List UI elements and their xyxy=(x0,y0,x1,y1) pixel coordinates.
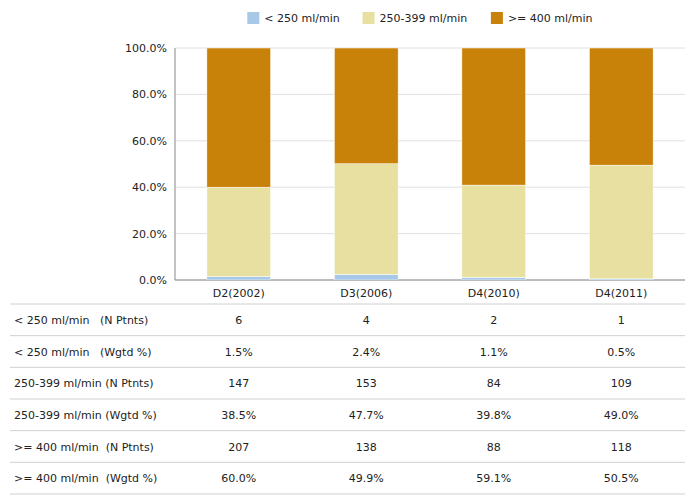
table-cell: 0.5% xyxy=(607,346,635,359)
bar-segment xyxy=(462,185,526,277)
table-cell: 4 xyxy=(363,314,370,327)
legend-swatch xyxy=(491,12,503,24)
table: < 250 ml/min (N Ptnts) 6 4 2 1 < 250 ml/min (… xyxy=(10,304,685,494)
table-cell: 38.5% xyxy=(221,409,256,422)
table-row-label: >= 400 ml/min (N Ptnts) xyxy=(14,441,154,454)
legend: < 250 ml/min 250-399 ml/min >= 400 ml/min xyxy=(247,12,592,25)
bar-segment xyxy=(207,277,271,280)
table-cell: 50.5% xyxy=(604,472,639,485)
table-cell: 47.7% xyxy=(349,409,384,422)
bar-segment xyxy=(462,48,526,185)
table-cell: 6 xyxy=(235,314,242,327)
table-rule xyxy=(10,462,685,463)
table-cell: 1.5% xyxy=(225,346,253,359)
table-cell: 60.0% xyxy=(221,472,256,485)
table-cell: 59.1% xyxy=(476,472,511,485)
table-cell: 207 xyxy=(228,441,249,454)
x-tick-label: D3(2006) xyxy=(340,287,392,300)
table-row-label: < 250 ml/min (Wgtd %) xyxy=(14,346,152,359)
table-cell: 1 xyxy=(618,314,625,327)
table-rule xyxy=(10,367,685,368)
table-cell: 49.0% xyxy=(604,409,639,422)
table-cell: 88 xyxy=(487,441,501,454)
table-cell: 2 xyxy=(490,314,497,327)
table-rule xyxy=(10,399,685,400)
y-tick-label: 80.0% xyxy=(132,88,167,101)
legend-label: >= 400 ml/min xyxy=(508,12,593,25)
legend-swatch xyxy=(247,12,259,24)
table-cell: 39.8% xyxy=(476,409,511,422)
y-axis xyxy=(175,48,176,280)
table-cell: 1.1% xyxy=(480,346,508,359)
table-cell: 49.9% xyxy=(349,472,384,485)
table-cell: 84 xyxy=(487,377,501,390)
table-row-label: 250-399 ml/min (Wgtd %) xyxy=(14,409,157,422)
chart: 0.0% 20.0% 40.0% 60.0% 80.0% 100.0% D2(2002) D3… xyxy=(0,0,700,500)
grid xyxy=(175,48,685,280)
bar-segment xyxy=(334,164,398,275)
y-tick-label: 100.0% xyxy=(125,42,167,55)
x-tick-label: D4(2010) xyxy=(468,287,520,300)
table-rule xyxy=(10,335,685,336)
bars xyxy=(207,48,653,280)
bar-segment xyxy=(207,187,271,276)
table-cell: 147 xyxy=(228,377,249,390)
table-cell: 2.4% xyxy=(352,346,380,359)
x-tick-label: D4(2011) xyxy=(595,287,647,300)
bar-segment xyxy=(334,274,398,280)
y-tick-label: 0.0% xyxy=(139,274,167,287)
table-rule xyxy=(10,304,685,305)
table-row-label: < 250 ml/min (N Ptnts) xyxy=(14,314,148,327)
y-tick-label: 20.0% xyxy=(132,228,167,241)
table-row-label: 250-399 ml/min (N Ptnts) xyxy=(14,377,153,390)
bar-segment xyxy=(589,48,653,165)
legend-swatch xyxy=(363,12,375,24)
table-rule xyxy=(10,430,685,431)
table-cell: 109 xyxy=(611,377,632,390)
y-tick-label: 60.0% xyxy=(132,135,167,148)
bar-segment xyxy=(462,277,526,280)
bar-segment xyxy=(207,48,271,187)
x-tick-label: D2(2002) xyxy=(213,287,265,300)
bar-segment xyxy=(334,48,398,164)
y-tick-label: 40.0% xyxy=(132,181,167,194)
table-row-label: >= 400 ml/min (Wgtd %) xyxy=(14,472,157,485)
table-rule xyxy=(10,494,685,495)
table-cell: 138 xyxy=(356,441,377,454)
legend-label: 250-399 ml/min xyxy=(380,12,468,25)
table-cell: 153 xyxy=(356,377,377,390)
table-cell: 118 xyxy=(611,441,632,454)
bar-segment xyxy=(589,165,653,279)
legend-label: < 250 ml/min xyxy=(264,12,339,25)
